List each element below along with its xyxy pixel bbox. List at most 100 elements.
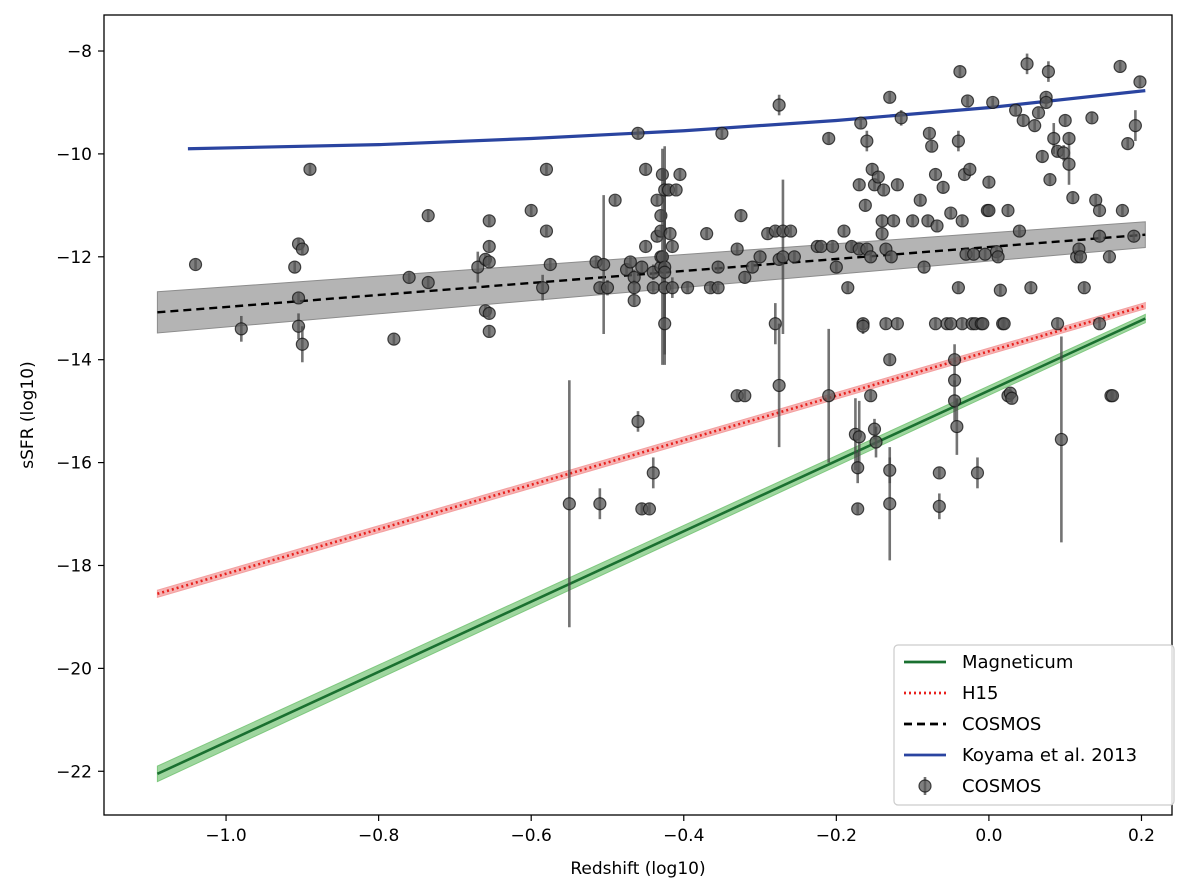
data-point (787, 250, 801, 264)
data-point (524, 203, 538, 218)
data-point (976, 317, 990, 331)
data-point (854, 116, 868, 130)
y-tick-label: −10 (56, 145, 92, 165)
data-point (680, 281, 695, 295)
data-point (1121, 137, 1135, 151)
y-tick-label: −18 (56, 556, 92, 576)
data-point (932, 466, 946, 480)
data-point (738, 270, 752, 284)
x-tick-label: 0.0 (975, 826, 1002, 846)
data-point (879, 317, 893, 331)
data-point (600, 281, 615, 295)
x-tick-label: 0.2 (1128, 826, 1155, 846)
data-point (890, 317, 904, 331)
data-point (953, 64, 967, 79)
data-point (944, 206, 958, 220)
y-axis-label: sSFR (log10) (18, 361, 38, 468)
data-point (1085, 111, 1099, 125)
legend-label: H15 (962, 683, 998, 704)
x-tick-label: −0.8 (358, 826, 399, 846)
data-point (928, 167, 943, 182)
data-point (421, 275, 435, 290)
data-point (772, 378, 786, 393)
data-point (1077, 281, 1091, 295)
data-point (906, 214, 920, 228)
data-point (947, 353, 962, 367)
data-point (1012, 224, 1027, 238)
y-tick-label: −14 (56, 351, 92, 371)
x-tick-label: −0.4 (663, 826, 704, 846)
data-point (295, 337, 309, 351)
data-point (884, 250, 898, 264)
y-tick-label: −12 (56, 248, 92, 268)
data-point (864, 250, 878, 264)
data-point (1073, 250, 1088, 264)
data-point (967, 247, 981, 261)
x-axis: −1.0 −0.8 −0.6 −0.4 −0.2 0.0 0.2 (205, 815, 1155, 846)
data-point (837, 224, 851, 238)
data-point (471, 260, 485, 274)
legend-box (893, 644, 1175, 806)
data-point (960, 94, 975, 108)
data-point (631, 126, 645, 140)
data-point (1105, 389, 1120, 403)
data-point (1092, 317, 1107, 331)
data-point (658, 317, 672, 331)
data-point (883, 353, 897, 367)
data-point (1115, 203, 1130, 218)
data-point (825, 239, 840, 254)
legend-label: COSMOS (962, 714, 1041, 735)
x-axis-label: Redshift (log10) (570, 859, 705, 879)
data-point (869, 435, 883, 449)
data-point (646, 281, 660, 295)
data-point (1016, 113, 1030, 128)
data-point (1054, 432, 1068, 447)
data-point (669, 183, 683, 197)
y-axis: −22 −20 −18 −16 −14 −12 −10 −8 (56, 42, 104, 782)
data-point (930, 219, 944, 233)
data-point (982, 175, 996, 189)
data-point (886, 214, 901, 228)
data-point (642, 502, 657, 516)
cosmos-points (188, 53, 1147, 628)
data-point (858, 198, 872, 212)
data-point (482, 239, 496, 254)
data-point (890, 178, 904, 192)
data-point (1024, 281, 1038, 295)
data-point (1102, 250, 1117, 264)
data-point (894, 111, 908, 125)
plot-frame (103, 14, 1173, 816)
data-point (982, 203, 996, 218)
data-point (1128, 119, 1142, 133)
data-point (944, 317, 958, 331)
data-point (1133, 75, 1147, 89)
data-point (922, 126, 937, 140)
data-point (1009, 103, 1023, 117)
data-point (867, 422, 882, 436)
data-point (623, 255, 637, 269)
data-point (883, 90, 897, 104)
data-point (1020, 57, 1034, 71)
data-point (970, 466, 985, 480)
data-point (997, 317, 1011, 331)
data-point (1043, 173, 1057, 187)
data-point (772, 98, 786, 112)
data-point (1001, 203, 1015, 218)
data-point (753, 250, 767, 264)
legend: Magneticum H15 COSMOS Koyama et al. 2013 COS… (893, 644, 1175, 806)
data-point (993, 283, 1007, 297)
data-point (234, 322, 248, 336)
data-point (947, 394, 962, 408)
data-point (955, 214, 969, 228)
y-tick-label: −8 (67, 42, 92, 62)
data-point (851, 502, 865, 516)
data-point (851, 461, 865, 475)
data-point (991, 250, 1005, 264)
data-point (635, 260, 649, 274)
data-point (951, 134, 966, 148)
data-point (856, 319, 870, 333)
data-point (1127, 229, 1141, 243)
data-point (852, 178, 866, 192)
data-point (295, 242, 309, 256)
data-point (877, 183, 891, 197)
